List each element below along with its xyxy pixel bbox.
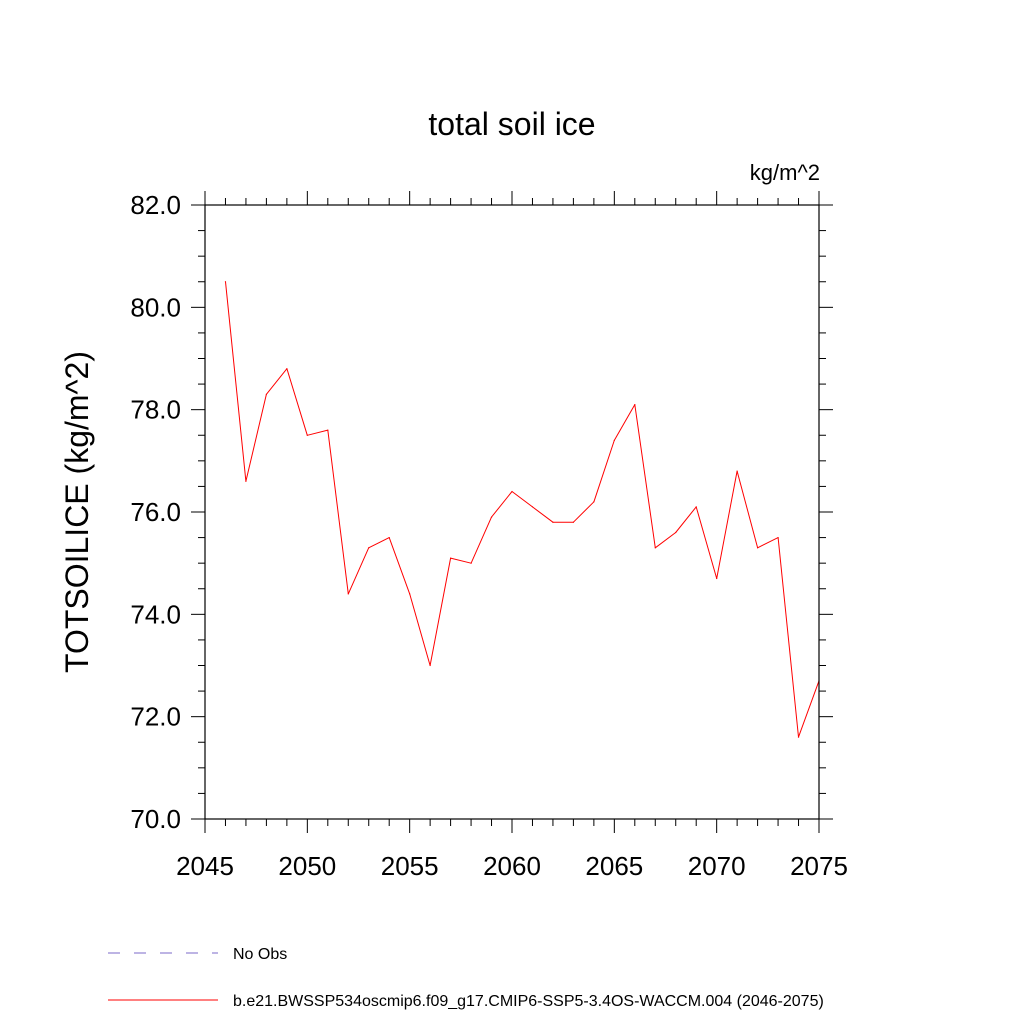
data-point bbox=[572, 521, 575, 523]
data-point bbox=[368, 547, 370, 549]
x-tick-label: 2050 bbox=[278, 851, 336, 881]
series-layer bbox=[224, 281, 820, 738]
data-point bbox=[777, 536, 779, 539]
data-point bbox=[265, 393, 267, 395]
data-point bbox=[245, 480, 247, 482]
data-point bbox=[306, 434, 308, 436]
data-point bbox=[552, 521, 554, 523]
y-tick-label: 78.0 bbox=[130, 395, 181, 425]
x-tick-label: 2070 bbox=[688, 851, 746, 881]
data-point bbox=[797, 736, 800, 738]
data-point bbox=[736, 470, 738, 472]
data-point bbox=[327, 429, 329, 431]
y-tick-labels: 70.0 72.0 74.0 76.0 78.0 80.0 82.0 bbox=[130, 190, 181, 834]
data-point bbox=[634, 403, 636, 406]
units-label: kg/m^2 bbox=[750, 160, 820, 185]
y-axis-label: TOTSOILICE (kg/m^2) bbox=[59, 351, 95, 673]
major-ticks bbox=[191, 191, 833, 833]
chart-title: total soil ice bbox=[428, 106, 595, 142]
minor-ticks bbox=[198, 198, 826, 826]
y-tick-label: 74.0 bbox=[130, 599, 181, 629]
x-tick-label: 2075 bbox=[790, 851, 848, 881]
y-tick-label: 80.0 bbox=[130, 292, 181, 322]
x-tick-label: 2060 bbox=[483, 851, 541, 881]
x-tick-label: 2065 bbox=[585, 851, 643, 881]
data-point bbox=[531, 506, 534, 508]
x-tick-label: 2055 bbox=[381, 851, 439, 881]
y-tick-label: 72.0 bbox=[130, 702, 181, 732]
legend-label-no-obs: No Obs bbox=[233, 946, 287, 963]
x-tick-labels: 2045 2050 2055 2060 2065 2070 2075 bbox=[176, 851, 848, 881]
data-point bbox=[675, 531, 677, 534]
data-point bbox=[224, 281, 227, 283]
y-tick-label: 82.0 bbox=[130, 190, 181, 220]
x-tick-label: 2045 bbox=[176, 851, 234, 881]
data-point bbox=[470, 562, 472, 564]
legend: No Obs b.e21.BWSSP534oscmip6.f09_g17.CMI… bbox=[108, 946, 824, 1010]
data-point bbox=[716, 577, 718, 580]
data-point bbox=[695, 506, 697, 508]
series-line bbox=[225, 281, 820, 738]
data-point bbox=[613, 439, 615, 441]
legend-label-model: b.e21.BWSSP534oscmip6.f09_g17.CMIP6-SSP5… bbox=[233, 993, 824, 1010]
data-point bbox=[409, 593, 411, 595]
data-point bbox=[450, 557, 452, 559]
data-point bbox=[757, 547, 759, 549]
y-tick-label: 76.0 bbox=[130, 497, 181, 527]
data-point bbox=[286, 368, 288, 370]
plot-frame bbox=[204, 204, 820, 820]
data-point bbox=[429, 664, 431, 667]
data-point bbox=[388, 536, 390, 539]
data-point bbox=[593, 501, 595, 503]
data-point bbox=[654, 547, 656, 549]
data-point bbox=[490, 516, 493, 518]
data-point bbox=[347, 593, 349, 595]
data-point bbox=[511, 490, 513, 493]
y-tick-label: 70.0 bbox=[130, 804, 181, 834]
